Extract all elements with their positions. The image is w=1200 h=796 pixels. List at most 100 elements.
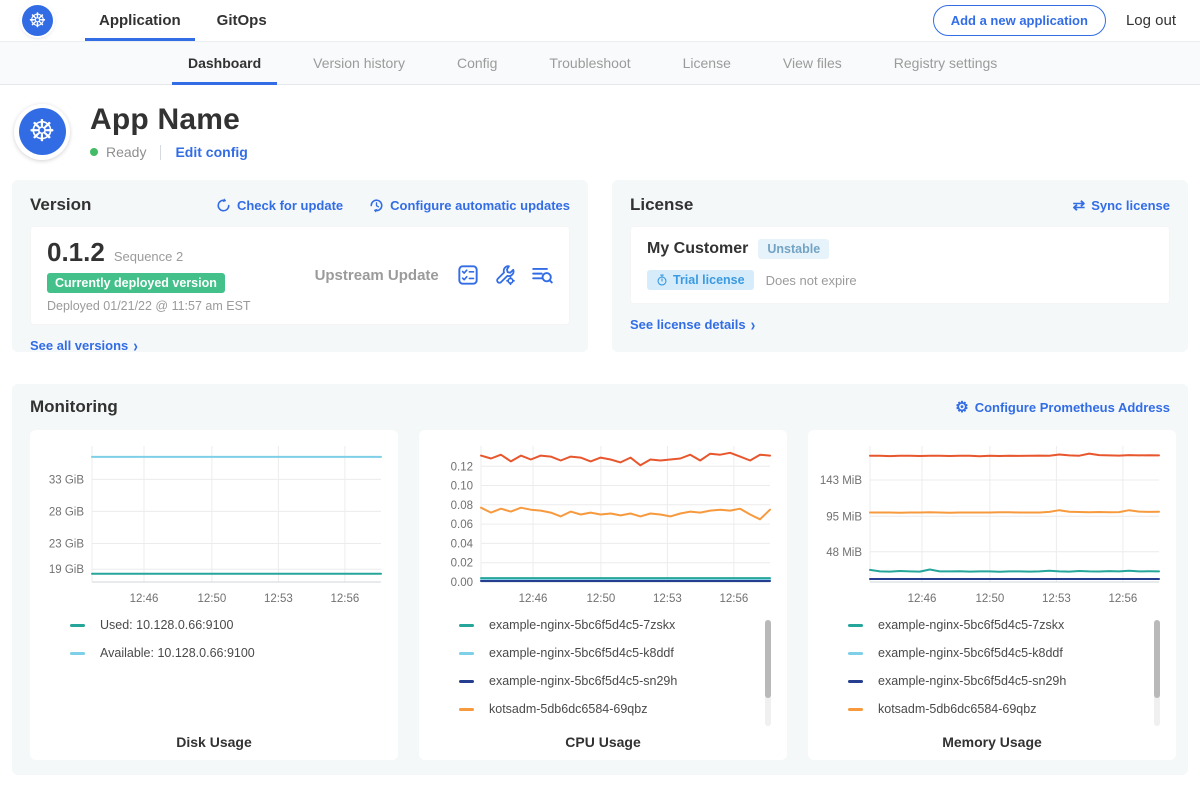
configure-automatic-updates-link[interactable]: Configure automatic updates xyxy=(369,198,570,213)
tab-config[interactable]: Config xyxy=(431,42,523,84)
page-title: App Name xyxy=(90,103,248,137)
see-all-versions-link[interactable]: See all versions › xyxy=(30,337,138,353)
svg-text:19 GiB: 19 GiB xyxy=(49,564,84,576)
deploy-logs-icon[interactable] xyxy=(531,264,553,286)
legend-item: example-nginx-5bc6f5d4c5-7zskx xyxy=(848,618,1162,632)
legend-item: Used: 10.128.0.66:9100 xyxy=(70,618,384,632)
tab-registry-settings[interactable]: Registry settings xyxy=(868,42,1023,84)
chart-card-cpu-usage: 0.000.020.040.060.080.100.1212:4612:5012… xyxy=(419,430,787,760)
legend-item: kotsadm-5db6dc6584-69qbz xyxy=(459,702,773,716)
scrollbar-thumb[interactable] xyxy=(1154,620,1160,698)
nav-tab-application[interactable]: Application xyxy=(85,0,195,41)
tab-troubleshoot[interactable]: Troubleshoot xyxy=(523,42,656,84)
legend-swatch xyxy=(848,652,863,655)
brand-logo[interactable]: ☸ xyxy=(22,0,53,41)
svg-text:12:50: 12:50 xyxy=(976,593,1005,605)
add-application-button[interactable]: Add a new application xyxy=(933,5,1106,36)
svg-text:12:56: 12:56 xyxy=(331,593,360,605)
stopwatch-icon xyxy=(656,274,668,286)
legend-swatch xyxy=(459,680,474,683)
nav-tab-label: Application xyxy=(99,12,181,29)
tab-license[interactable]: License xyxy=(657,42,757,84)
svg-text:33 GiB: 33 GiB xyxy=(49,474,84,486)
legend-swatch xyxy=(70,624,85,627)
legend-item: example-nginx-5bc6f5d4c5-sn29h xyxy=(459,674,773,688)
check-for-update-link[interactable]: Check for update xyxy=(216,198,343,213)
legend-label: example-nginx-5bc6f5d4c5-k8ddf xyxy=(489,646,674,660)
sync-license-link[interactable]: ⇄ Sync license xyxy=(1073,198,1170,213)
cpu-usage-legend: example-nginx-5bc6f5d4c5-7zskxexample-ng… xyxy=(459,618,773,732)
version-source-label: Upstream Update xyxy=(315,267,439,284)
legend-label: Available: 10.128.0.66:9100 xyxy=(100,646,255,660)
link-label: Configure automatic updates xyxy=(390,198,570,213)
legend-swatch xyxy=(848,680,863,683)
svg-text:0.08: 0.08 xyxy=(451,500,473,512)
version-card-title: Version xyxy=(30,195,91,215)
chart-title: CPU Usage xyxy=(429,734,777,750)
legend-swatch xyxy=(459,624,474,627)
legend-item: example-nginx-5bc6f5d4c5-sn29h xyxy=(848,674,1162,688)
app-sub-nav: Dashboard Version history Config Trouble… xyxy=(0,42,1200,85)
legend-label: example-nginx-5bc6f5d4c5-sn29h xyxy=(878,674,1066,688)
legend-label: example-nginx-5bc6f5d4c5-k8ddf xyxy=(878,646,1063,660)
svg-text:12:53: 12:53 xyxy=(1042,593,1071,605)
deployed-timestamp: Deployed 01/21/22 @ 11:57 am EST xyxy=(47,299,251,313)
svg-text:0.02: 0.02 xyxy=(451,558,473,570)
link-label: Configure Prometheus Address xyxy=(975,400,1170,415)
disk-usage-chart: 19 GiB23 GiB28 GiB33 GiB12:4612:5012:531… xyxy=(40,438,388,608)
trial-license-badge: Trial license xyxy=(647,270,754,290)
current-version-row: 0.1.2 Sequence 2 Currently deployed vers… xyxy=(30,226,570,325)
svg-text:0.00: 0.00 xyxy=(451,577,473,589)
legend-swatch xyxy=(459,652,474,655)
clock-rotate-icon xyxy=(369,198,384,213)
link-label: See all versions xyxy=(30,338,128,353)
version-card: Version Check for update Configure autom… xyxy=(12,180,588,352)
helm-glyph: ☸ xyxy=(29,117,56,147)
configure-prometheus-link[interactable]: ⚙ Configure Prometheus Address xyxy=(955,400,1170,415)
license-card: License ⇄ Sync license My Customer Unsta… xyxy=(612,180,1188,352)
config-wrench-icon[interactable] xyxy=(494,264,516,286)
app-header: ☸ App Name Ready Edit config xyxy=(0,85,1200,180)
legend-scrollbar[interactable] xyxy=(765,620,771,726)
kubernetes-logo-icon: ☸ xyxy=(22,5,53,36)
legend-scrollbar[interactable] xyxy=(1154,620,1160,726)
nav-tab-gitops[interactable]: GitOps xyxy=(203,0,281,41)
ready-status-dot xyxy=(90,148,98,156)
ready-status-label: Ready xyxy=(106,144,146,160)
svg-text:0.10: 0.10 xyxy=(451,481,473,493)
svg-text:95 MiB: 95 MiB xyxy=(826,511,862,523)
legend-item: example-nginx-5bc6f5d4c5-k8ddf xyxy=(459,646,773,660)
gear-icon: ⚙ xyxy=(955,400,968,415)
version-sequence: Sequence 2 xyxy=(114,249,183,264)
chart-card-disk-usage: 19 GiB23 GiB28 GiB33 GiB12:4612:5012:531… xyxy=(30,430,398,760)
tab-dashboard[interactable]: Dashboard xyxy=(162,42,287,84)
divider xyxy=(160,145,161,160)
svg-text:12:46: 12:46 xyxy=(519,593,548,605)
legend-label: Used: 10.128.0.66:9100 xyxy=(100,618,233,632)
legend-label: example-nginx-5bc6f5d4c5-sn29h xyxy=(489,674,677,688)
edit-config-link[interactable]: Edit config xyxy=(175,144,247,160)
license-card-title: License xyxy=(630,195,693,215)
monitoring-title: Monitoring xyxy=(30,397,118,417)
svg-text:12:46: 12:46 xyxy=(130,593,159,605)
disk-usage-legend: Used: 10.128.0.66:9100 Available: 10.128.… xyxy=(70,618,384,732)
preflight-checks-icon[interactable] xyxy=(457,264,479,286)
top-nav: ☸ Application GitOps Add a new applicati… xyxy=(0,0,1200,42)
svg-text:12:50: 12:50 xyxy=(198,593,227,605)
refresh-icon xyxy=(216,198,231,213)
chevron-right-icon: › xyxy=(751,314,756,334)
tab-view-files[interactable]: View files xyxy=(757,42,868,84)
svg-text:0.12: 0.12 xyxy=(451,461,473,473)
svg-text:48 MiB: 48 MiB xyxy=(826,547,862,559)
svg-text:0.04: 0.04 xyxy=(451,538,474,550)
tab-version-history[interactable]: Version history xyxy=(287,42,431,84)
chart-card-memory-usage: 48 MiB95 MiB143 MiB12:4612:5012:5312:56 … xyxy=(808,430,1176,760)
badge-label: Trial license xyxy=(673,273,745,287)
svg-text:0.06: 0.06 xyxy=(451,519,473,531)
scrollbar-thumb[interactable] xyxy=(765,620,771,698)
sync-icon: ⇄ xyxy=(1073,198,1086,213)
version-number: 0.1.2 xyxy=(47,237,105,268)
see-license-details-link[interactable]: See license details › xyxy=(630,316,755,332)
logout-link[interactable]: Log out xyxy=(1126,12,1176,29)
link-label: See license details xyxy=(630,317,746,332)
